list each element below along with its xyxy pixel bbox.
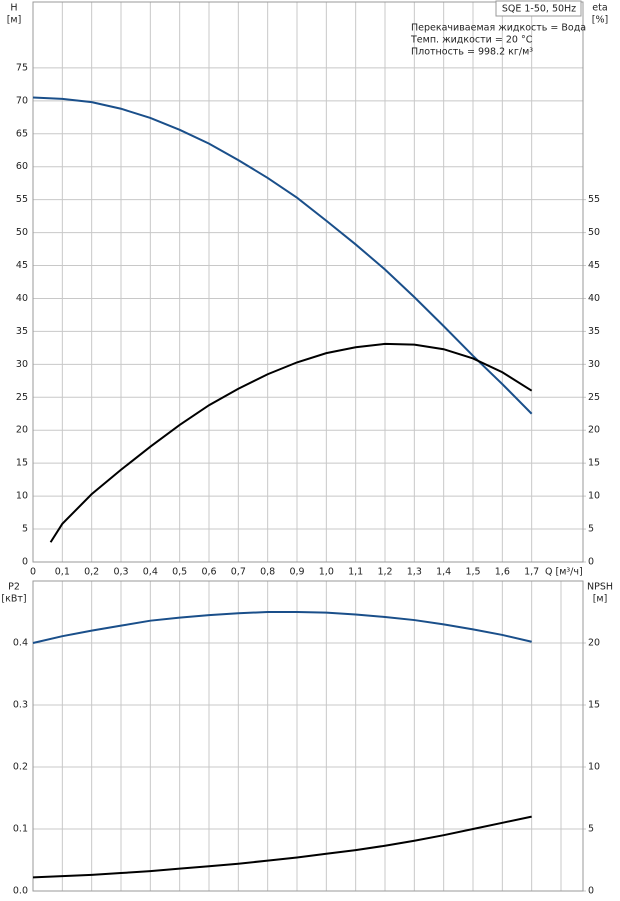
y2-tick-label: 40 <box>588 293 600 304</box>
y2-tick-label: 20 <box>588 638 600 649</box>
curve <box>32 611 532 644</box>
annotation: Темп. жидкости = 20 °C <box>410 35 533 46</box>
y-tick-label: 20 <box>16 425 28 436</box>
y2-axis-label: NPSH <box>587 582 613 593</box>
y2-axis-unit: [%] <box>592 15 608 26</box>
y2-tick-label: 25 <box>588 392 600 403</box>
x-tick-label: 1,7 <box>524 567 539 578</box>
y-tick-label: 0 <box>22 557 28 568</box>
x-tick-label: 0,5 <box>172 567 187 578</box>
y2-tick-label: 5 <box>588 824 594 835</box>
x-tick-label: 0,2 <box>84 567 99 578</box>
y2-axis-label: eta <box>592 3 607 14</box>
x-tick-label: 1,3 <box>407 567 422 578</box>
plot-frame <box>32 580 584 892</box>
y-tick-label: 45 <box>16 260 28 271</box>
y2-tick-label: 10 <box>588 762 600 773</box>
x-tick-label: 0,3 <box>113 567 128 578</box>
chart-title: SQE 1-50, 50Hz <box>502 4 576 15</box>
y-tick-label: 15 <box>16 458 28 469</box>
y2-tick-label: 45 <box>588 260 600 271</box>
y-axis-unit: [м] <box>7 15 22 26</box>
y-tick-label: 0.0 <box>13 886 28 897</box>
x-tick-label: 1,1 <box>348 567 363 578</box>
y-tick-label: 70 <box>16 95 28 106</box>
plot-frame <box>32 1 584 563</box>
y2-axis-unit: [м] <box>593 594 608 605</box>
y-axis-unit: [кВт] <box>1 594 26 605</box>
y2-tick-label: 15 <box>588 700 600 711</box>
y2-tick-label: 30 <box>588 359 600 370</box>
x-tick-label: 1,5 <box>465 567 480 578</box>
y-tick-label: 0.2 <box>13 762 28 773</box>
title-box <box>495 0 582 17</box>
y2-tick-label: 0 <box>588 557 594 568</box>
x-tick-label: 1,6 <box>495 567 510 578</box>
curve <box>49 342 533 543</box>
x-tick-label: 0 <box>30 567 36 578</box>
curve <box>32 96 533 415</box>
y-tick-label: 0.1 <box>13 824 28 835</box>
x-axis-label: Q [м³/ч] <box>545 567 583 578</box>
x-tick-label: 0,8 <box>260 567 275 578</box>
y2-tick-label: 10 <box>588 491 600 502</box>
y-tick-label: 25 <box>16 392 28 403</box>
y-tick-label: 75 <box>16 62 28 73</box>
y-tick-label: 0.3 <box>13 700 28 711</box>
x-tick-label: 1,4 <box>436 567 451 578</box>
y-tick-label: 65 <box>16 128 28 139</box>
y-tick-label: 10 <box>16 491 28 502</box>
x-tick-label: 1,2 <box>377 567 392 578</box>
y-tick-label: 55 <box>16 194 28 205</box>
x-tick-label: 0,7 <box>231 567 246 578</box>
y2-tick-label: 20 <box>588 425 600 436</box>
y2-tick-label: 50 <box>588 227 600 238</box>
y-tick-label: 40 <box>16 293 28 304</box>
y-tick-label: 0.4 <box>13 638 28 649</box>
x-tick-label: 0,4 <box>143 567 158 578</box>
y2-tick-label: 15 <box>588 458 600 469</box>
annotation: Перекачиваемая жидкость = Вода <box>411 23 586 34</box>
y-tick-label: 50 <box>16 227 28 238</box>
y2-tick-label: 5 <box>588 524 594 535</box>
x-tick-label: 0,1 <box>55 567 70 578</box>
x-tick-label: 1,0 <box>319 567 334 578</box>
y-tick-label: 30 <box>16 359 28 370</box>
x-tick-label: 0,6 <box>201 567 216 578</box>
y2-tick-label: 55 <box>588 194 600 205</box>
curve <box>32 815 532 879</box>
y2-tick-label: 0 <box>588 886 594 897</box>
y2-tick-label: 35 <box>588 326 600 337</box>
y-tick-label: 60 <box>16 161 28 172</box>
y-tick-label: 5 <box>22 524 28 535</box>
y-axis-label: H <box>10 3 17 14</box>
x-tick-label: 0,9 <box>289 567 304 578</box>
annotation: Плотность = 998.2 кг/м³ <box>411 47 533 58</box>
y-axis-label: P2 <box>8 582 20 593</box>
y-tick-label: 35 <box>16 326 28 337</box>
